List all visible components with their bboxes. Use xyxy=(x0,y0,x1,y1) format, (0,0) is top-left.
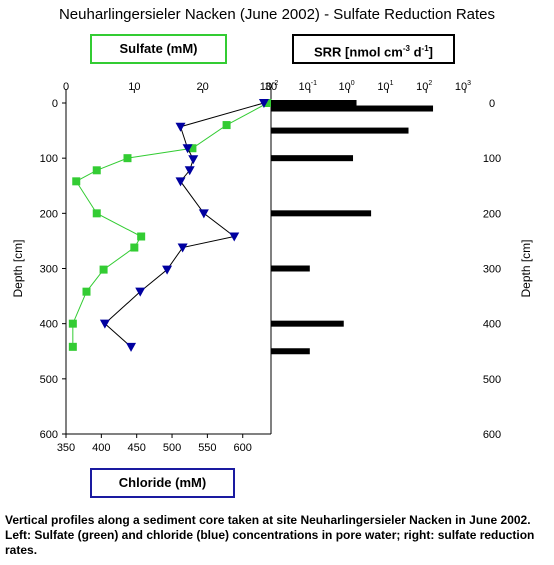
chloride-point xyxy=(135,287,146,297)
right-y-axis-title: Depth [cm] xyxy=(519,239,533,297)
right-y-tick-label: 200 xyxy=(483,208,501,220)
srr-bar xyxy=(271,348,310,355)
right-y-tick-label: 0 xyxy=(489,98,495,110)
srr-x-tick-label: 10-1 xyxy=(299,80,318,93)
right-y-tick-label: 300 xyxy=(483,264,501,276)
sulfate-point xyxy=(222,121,231,130)
chloride-line xyxy=(104,102,265,348)
srr-x-tick-label: 102 xyxy=(416,80,432,93)
srr-bar xyxy=(271,265,310,272)
sulfate-legend-label: Sulfate (mM) xyxy=(119,41,198,56)
srr-bar xyxy=(271,155,354,162)
srr-legend: SRR [nmol cm-3 d-1] xyxy=(292,34,455,64)
chloride-point xyxy=(258,99,269,108)
chloride-point xyxy=(198,209,209,219)
sulfate-point xyxy=(137,232,146,241)
srr-bar xyxy=(271,320,344,327)
srr-legend-suffix: ] xyxy=(428,44,433,60)
sulfate-point xyxy=(72,177,81,186)
bottom-x-tick-label: 400 xyxy=(92,442,110,454)
chloride-point xyxy=(177,243,188,253)
left-y-axis-title: Depth [cm] xyxy=(11,239,25,297)
sulfate-point xyxy=(130,243,139,252)
sulfate-point xyxy=(92,166,101,175)
right-y-tick-label: 100 xyxy=(483,153,501,165)
srr-bar xyxy=(271,100,357,106)
right-y-tick-label: 500 xyxy=(483,374,501,386)
sulfate-point xyxy=(68,319,77,328)
bottom-x-tick-label: 350 xyxy=(57,442,75,454)
chloride-point xyxy=(188,155,199,165)
chloride-point xyxy=(229,232,240,242)
srr-x-tick-label: 103 xyxy=(455,80,471,93)
srr-x-tick-label: 100 xyxy=(339,80,355,93)
top-x-tick-label: 20 xyxy=(197,81,209,93)
chloride-point xyxy=(99,319,110,329)
srr-bar xyxy=(271,105,434,112)
figure-caption: Vertical profiles along a sediment core … xyxy=(5,513,535,557)
sulfate-legend: Sulfate (mM) xyxy=(90,34,227,64)
srr-x-tick-label: 10-2 xyxy=(260,80,279,93)
srr-legend-mid: d xyxy=(409,44,422,60)
srr-legend-exp1: -3 xyxy=(402,44,410,53)
left-chart: 0 100 200 300 400 500 600 Depth [cm] 0 10 20 30 350 4… xyxy=(11,81,277,454)
left-y-tick-label: 200 xyxy=(40,208,58,220)
sulfate-point xyxy=(92,209,101,218)
srr-legend-prefix: SRR [nmol cm xyxy=(314,44,403,60)
left-y-tick-label: 0 xyxy=(52,98,58,110)
bottom-x-tick-label: 600 xyxy=(234,442,252,454)
srr-legend-exp2: -1 xyxy=(421,44,429,53)
chloride-point xyxy=(182,144,193,154)
right-chart: 10-2 10-1 100 101 102 103 0 100 200 300 400 500 600 D… xyxy=(260,80,533,441)
sulfate-point xyxy=(263,99,272,107)
bottom-x-tick-label: 450 xyxy=(128,442,146,454)
chloride-point xyxy=(126,342,137,352)
top-x-tick-label: 30 xyxy=(265,81,277,93)
sulfate-line xyxy=(72,102,268,347)
left-y-tick-label: 600 xyxy=(40,429,58,441)
srr-bar xyxy=(271,210,372,217)
bottom-x-tick-label: 500 xyxy=(163,442,181,454)
sulfate-point xyxy=(123,154,132,163)
chloride-legend: Chloride (mM) xyxy=(90,468,235,498)
top-x-tick-label: 0 xyxy=(63,81,69,93)
sulfate-point xyxy=(82,287,91,296)
sulfate-point xyxy=(99,265,108,274)
chloride-point xyxy=(184,166,195,176)
srr-bar xyxy=(271,127,409,134)
left-y-tick-label: 400 xyxy=(40,319,58,331)
right-y-tick-label: 400 xyxy=(483,319,501,331)
chloride-point xyxy=(162,265,173,275)
right-y-tick-label: 600 xyxy=(483,429,501,441)
sulfate-point xyxy=(188,144,197,153)
chloride-point xyxy=(175,177,186,187)
left-y-tick-label: 500 xyxy=(40,374,58,386)
srr-x-tick-label: 101 xyxy=(377,80,393,93)
left-y-tick-label: 100 xyxy=(40,153,58,165)
bottom-x-tick-label: 550 xyxy=(198,442,216,454)
chloride-point xyxy=(175,122,186,132)
left-y-tick-label: 300 xyxy=(40,264,58,276)
page-title: Neuharlingersieler Nacken (June 2002) - … xyxy=(58,6,496,23)
top-x-tick-label: 10 xyxy=(128,81,140,93)
sulfate-point xyxy=(68,342,77,351)
chloride-legend-label: Chloride (mM) xyxy=(118,475,207,490)
